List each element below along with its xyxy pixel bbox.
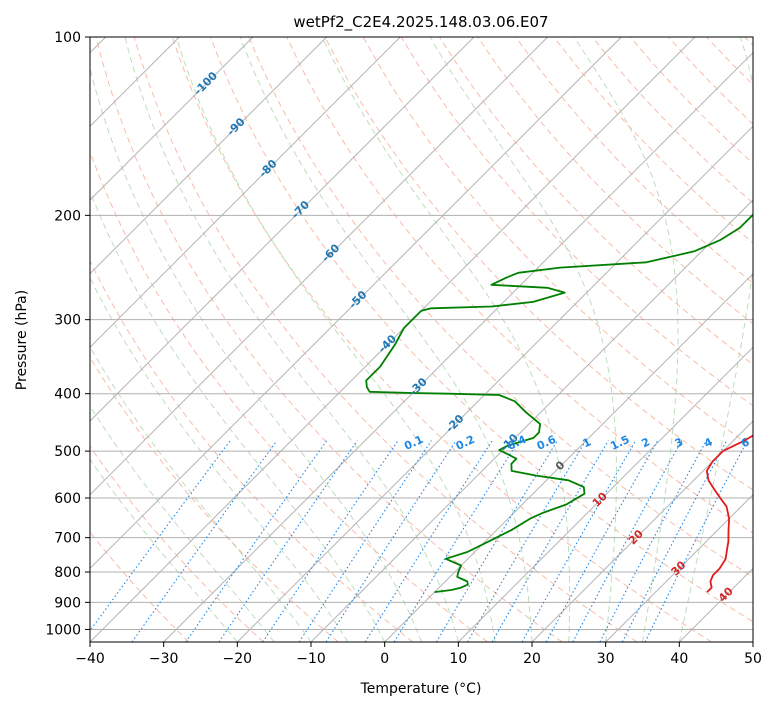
dry-adiabat-line	[90, 356, 339, 642]
mixing-ratio-line	[131, 440, 278, 642]
x-tick-label: 50	[744, 651, 762, 667]
moist-adiabat-line	[678, 37, 753, 642]
y-tick-label: 900	[54, 595, 81, 611]
y-tick-label: 800	[54, 565, 81, 581]
x-tick-label: −40	[75, 651, 105, 667]
x-tick-label: 30	[597, 651, 615, 667]
isotherm-line	[310, 199, 753, 642]
mixing-ratio-line	[545, 440, 659, 642]
mixing-ratio-line	[393, 440, 520, 642]
y-tick-label: 300	[54, 313, 81, 329]
moist-adiabat-line	[239, 37, 533, 642]
isotherm-line	[90, 37, 622, 570]
y-axis-ticks: 100 200 300 400 500 600 700 800 900 1000	[45, 30, 90, 638]
x-tick-label: −30	[149, 651, 179, 667]
y-axis-label: Pressure (hPa)	[14, 290, 30, 390]
profile-series	[365, 213, 753, 593]
y-tick-label: 500	[54, 444, 81, 460]
isotherm-line	[163, 51, 753, 642]
isotherm-line	[384, 272, 753, 642]
isotherm-line	[90, 37, 254, 201]
x-tick-label: −10	[296, 651, 326, 667]
moist-adiabat-line	[573, 37, 679, 642]
mixing-ratio-line	[491, 440, 609, 642]
y-tick-label: 1000	[45, 622, 81, 638]
x-tick-label: 0	[380, 651, 389, 667]
mixing-ratio-line	[185, 440, 328, 642]
moist-adiabat-line	[429, 37, 617, 642]
dry-adiabats	[90, 37, 753, 642]
y-tick-label: 700	[54, 531, 81, 547]
y-tick-label: 100	[54, 30, 81, 46]
temperature-profile-line	[705, 434, 753, 593]
moist-adiabat-line	[124, 37, 459, 642]
moist-adiabat-line	[321, 37, 571, 642]
dry-adiabat-line	[210, 37, 753, 623]
moist-adiabat-line	[175, 37, 496, 642]
mixing-ratio-lines	[90, 440, 748, 642]
plot-area: -100-90-80-70-60-50-40-30-20-10010203040…	[90, 37, 753, 642]
dry-adiabat-line	[248, 37, 753, 578]
mixing-ratio-line	[90, 440, 231, 632]
x-tick-label: −20	[223, 651, 253, 667]
mixing-ratio-line	[644, 440, 748, 642]
mixing-ratio-line	[572, 440, 683, 642]
isotherm-line	[90, 37, 401, 349]
isotherms	[90, 37, 753, 642]
isotherm-line	[457, 346, 753, 642]
mixing-ratio-line	[467, 440, 587, 642]
mixing-ratio-line	[262, 440, 399, 642]
dewpoint-profile-line	[365, 213, 753, 593]
x-tick-label: 40	[670, 651, 688, 667]
moist-adiabat-line	[90, 458, 238, 642]
isotherm-line	[531, 420, 753, 642]
isotherm-line	[90, 37, 549, 496]
y-tick-label: 600	[54, 491, 81, 507]
isotherm-line	[605, 493, 753, 642]
moist-adiabat-line	[90, 66, 422, 642]
moist-adiabat-line	[90, 405, 275, 642]
dry-adiabat-line	[95, 37, 563, 642]
x-axis-label: Temperature (°C)	[360, 681, 482, 697]
chart-title: wetPf2_C2E4.2025.148.03.06.E07	[293, 13, 548, 32]
dry-adiabat-line	[90, 445, 264, 642]
moist-adiabat-line	[90, 276, 349, 642]
y-tick-label: 400	[54, 387, 81, 403]
isotherm-line	[90, 37, 328, 275]
isotherm-line	[90, 37, 696, 642]
dry-adiabat-line	[90, 259, 414, 642]
mixing-ratio-line	[325, 440, 457, 642]
y-tick-label: 200	[54, 208, 81, 224]
mixing-ratio-line	[521, 440, 637, 642]
mixing-ratio-line	[435, 440, 558, 642]
x-tick-label: 10	[449, 651, 467, 667]
dry-adiabat-line	[324, 37, 753, 491]
x-axis-ticks: −40 −30 −20 −10 0 10 20 30 40 50	[75, 642, 762, 667]
moist-adiabats	[90, 37, 753, 642]
mixing-ratio-line	[298, 440, 432, 642]
mixing-ratio-line	[364, 440, 493, 642]
dry-adiabat-line	[286, 37, 753, 534]
x-tick-label: 20	[523, 651, 541, 667]
plot-frame	[89, 36, 754, 643]
dry-adiabat-line	[133, 37, 638, 642]
dry-adiabat-line	[515, 37, 753, 284]
isotherm-line	[90, 37, 475, 422]
moist-adiabat-line	[90, 189, 386, 642]
dry-adiabat-line	[171, 37, 712, 642]
isotherm-line	[236, 125, 753, 642]
